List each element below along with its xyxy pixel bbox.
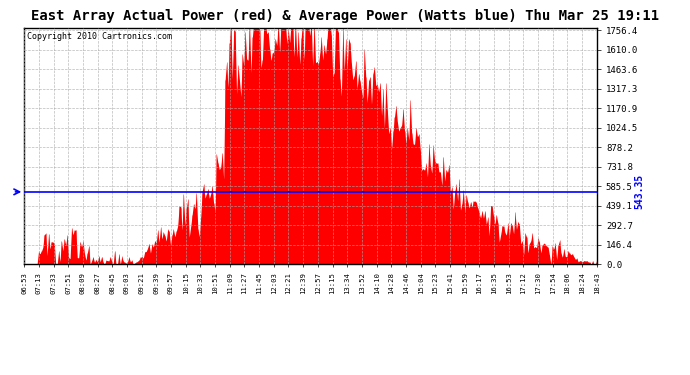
Text: 543.35: 543.35 bbox=[634, 174, 644, 209]
Text: East Array Actual Power (red) & Average Power (Watts blue) Thu Mar 25 19:11: East Array Actual Power (red) & Average … bbox=[31, 9, 659, 23]
Text: 543.35: 543.35 bbox=[0, 174, 1, 209]
Text: Copyright 2010 Cartronics.com: Copyright 2010 Cartronics.com bbox=[27, 32, 172, 40]
